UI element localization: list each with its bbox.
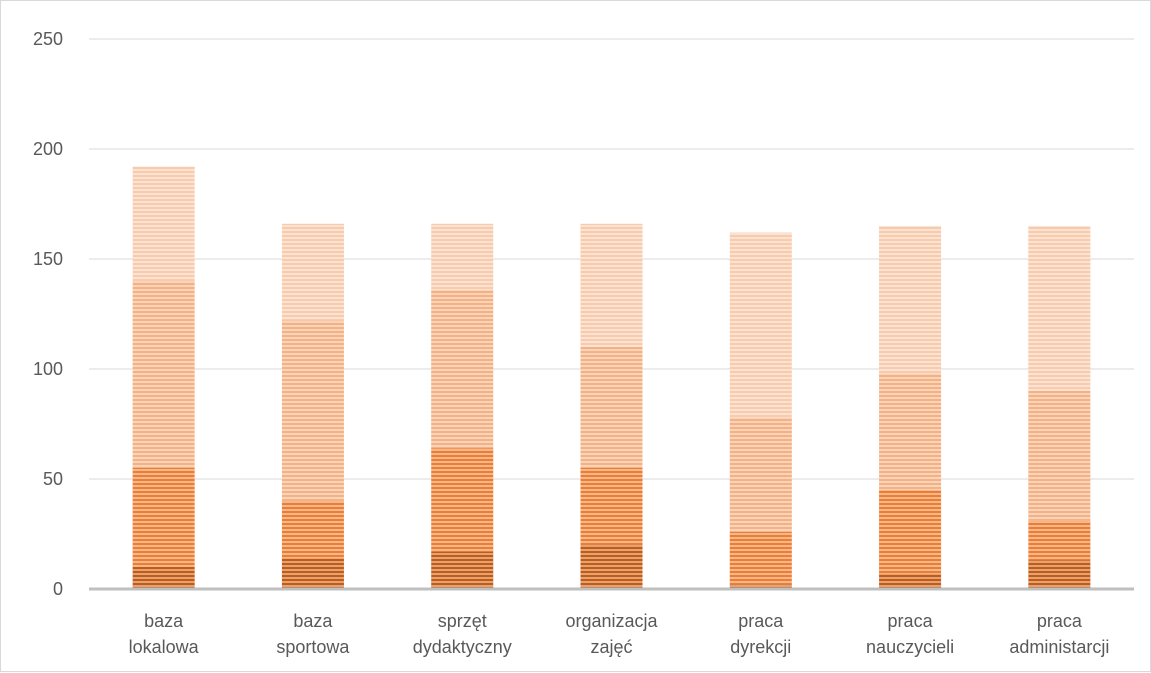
bar-segment <box>1028 226 1091 391</box>
category-label-line: organizacja <box>565 611 658 631</box>
y-tick-label: 0 <box>53 579 63 599</box>
bar-segment-hatch <box>879 573 942 589</box>
category-label-line: administarcji <box>1009 637 1109 657</box>
bar-segment-hatch <box>281 223 344 321</box>
bar-segment-hatch <box>281 558 344 589</box>
bar-segment <box>729 417 792 532</box>
category-label: sprzęt dydaktyczny <box>413 611 512 657</box>
category-labels: baza lokalowa baza sportowa sprzęt dydaktyczn… <box>129 611 1110 657</box>
bar-segment-hatch <box>281 320 344 501</box>
bar-segment-hatch <box>879 226 942 374</box>
bar-segment-hatch <box>431 223 494 290</box>
category-label-line: sportowa <box>276 637 350 657</box>
bar-segment <box>729 584 792 589</box>
bar-segment-hatch <box>1028 520 1091 561</box>
bar-segment <box>729 232 792 418</box>
bar-segment <box>1028 560 1091 589</box>
bar-segment <box>879 573 942 589</box>
category-label-line: baza <box>144 611 184 631</box>
bar-segment-hatch <box>431 448 494 552</box>
bar-segment <box>132 567 195 589</box>
bar-segment-hatch <box>580 468 643 545</box>
bar-segment <box>132 281 195 468</box>
bar-segment-hatch <box>431 551 494 589</box>
bar-segment <box>580 223 643 347</box>
bar-segment <box>879 490 942 574</box>
bar-segment <box>281 558 344 589</box>
bar-segment-hatch <box>729 417 792 532</box>
bar-segment-hatch <box>132 567 195 589</box>
bar-segment <box>580 347 643 468</box>
bar-segment-hatch <box>132 166 195 281</box>
bar-segment <box>431 551 494 589</box>
bar-segment-hatch <box>729 531 792 585</box>
bar-segment-hatch <box>879 490 942 574</box>
bar-segment-hatch <box>431 289 494 449</box>
bar-segment-hatch <box>729 232 792 418</box>
category-label: praca dyrekcji <box>730 611 791 657</box>
category-label-line: dydaktyczny <box>413 637 512 657</box>
category-label: organizacja zajęć <box>565 611 658 657</box>
category-label-line: lokalowa <box>129 637 200 657</box>
bar-segment-hatch <box>580 545 643 589</box>
category-label-line: praca <box>888 611 934 631</box>
bar-segment <box>132 166 195 281</box>
category-label: praca nauczycieli <box>866 611 954 657</box>
bar-segment <box>879 226 942 374</box>
category-label-line: baza <box>293 611 333 631</box>
bar-segment-hatch <box>281 501 344 559</box>
category-label-line: sprzęt <box>438 611 487 631</box>
bar-segment-hatch <box>1028 560 1091 589</box>
y-tick-labels: 0 50 100 150 200 250 <box>33 29 63 599</box>
bars <box>132 166 1091 589</box>
bar-segment-hatch <box>132 468 195 567</box>
y-tick-label: 250 <box>33 29 63 49</box>
y-tick-label: 50 <box>43 469 63 489</box>
bar-segment-hatch <box>1028 391 1091 521</box>
category-label-line: praca <box>1037 611 1083 631</box>
bar-segment <box>580 468 643 545</box>
bar-segment <box>281 223 344 321</box>
bar-segment <box>431 289 494 449</box>
bar-segment <box>431 448 494 552</box>
bar-segment-hatch <box>132 281 195 468</box>
bar-segment-hatch <box>580 223 643 347</box>
category-label-line: zajęć <box>590 637 632 657</box>
y-tick-label: 200 <box>33 139 63 159</box>
category-label: baza sportowa <box>276 611 350 657</box>
category-label-line: nauczycieli <box>866 637 954 657</box>
bar-segment-hatch <box>1028 226 1091 391</box>
bar-segment <box>132 468 195 567</box>
bar-segment <box>879 373 942 490</box>
bar-segment <box>580 545 643 589</box>
category-label: baza lokalowa <box>129 611 200 657</box>
y-tick-label: 150 <box>33 249 63 269</box>
bar-segment <box>729 531 792 585</box>
bar-segment <box>281 320 344 501</box>
category-label-line: praca <box>738 611 784 631</box>
bar-segment <box>1028 391 1091 521</box>
bar-segment-hatch <box>580 347 643 468</box>
category-label: praca administarcji <box>1009 611 1109 657</box>
bar-segment <box>1028 520 1091 561</box>
bar-segment <box>281 501 344 559</box>
bar-segment <box>431 223 494 290</box>
bar-segment-hatch <box>729 584 792 589</box>
category-label-line: dyrekcji <box>730 637 791 657</box>
y-tick-label: 100 <box>33 359 63 379</box>
bar-segment-hatch <box>879 373 942 490</box>
